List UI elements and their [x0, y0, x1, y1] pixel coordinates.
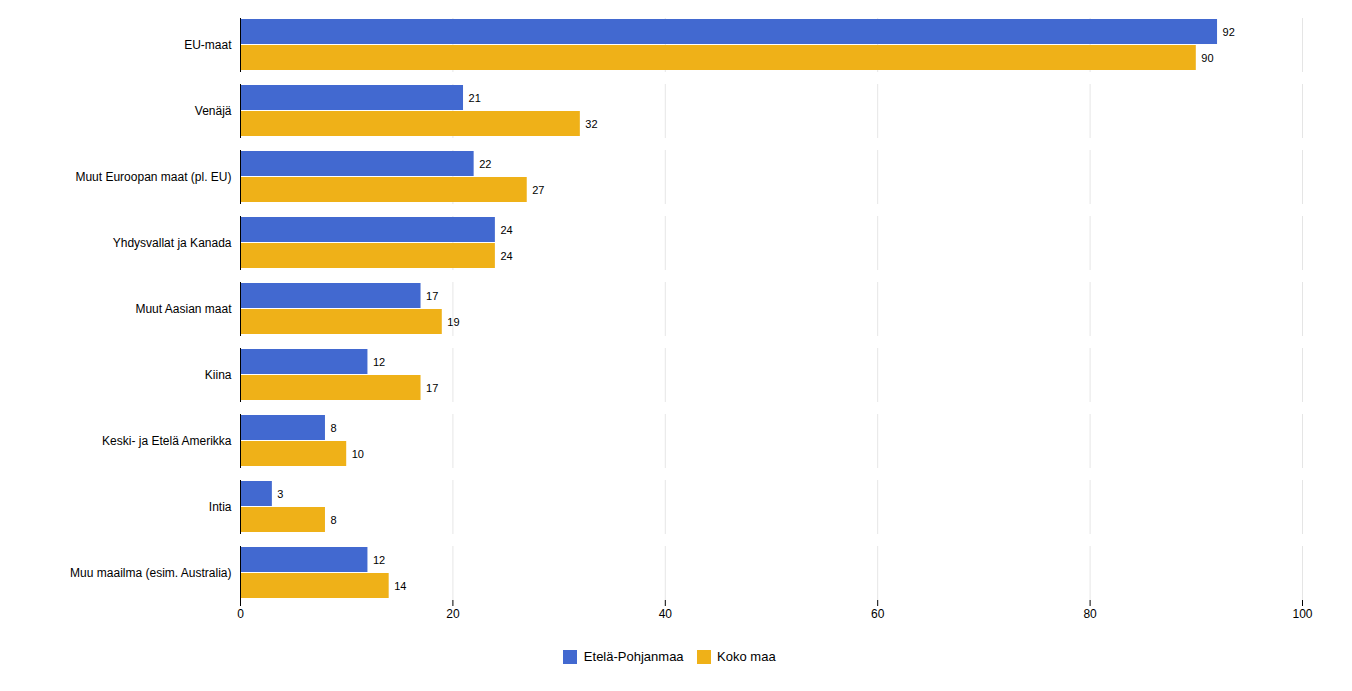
- svg-text:60: 60: [871, 607, 885, 621]
- svg-text:3: 3: [277, 488, 283, 500]
- svg-text:22: 22: [479, 158, 491, 170]
- svg-text:Muut Euroopan maat (pl. EU): Muut Euroopan maat (pl. EU): [75, 170, 231, 184]
- svg-text:12: 12: [373, 356, 385, 368]
- svg-text:Muu maailma (esim. Australia): Muu maailma (esim. Australia): [70, 566, 231, 580]
- svg-text:92: 92: [1223, 26, 1235, 38]
- svg-text:Yhdysvallat ja Kanada: Yhdysvallat ja Kanada: [113, 236, 232, 250]
- svg-text:10: 10: [352, 448, 364, 460]
- svg-text:17: 17: [426, 382, 438, 394]
- svg-text:20: 20: [446, 607, 460, 621]
- svg-text:Muut Aasian maat: Muut Aasian maat: [135, 302, 232, 316]
- svg-text:40: 40: [659, 607, 673, 621]
- svg-text:EU-maat: EU-maat: [184, 38, 232, 52]
- svg-text:100: 100: [1292, 607, 1312, 621]
- svg-text:Keski- ja Etelä Amerikka: Keski- ja Etelä Amerikka: [102, 434, 232, 448]
- svg-text:8: 8: [330, 422, 336, 434]
- svg-text:21: 21: [469, 92, 481, 104]
- html-text:Etelä-Pohjanmaa: Etelä-Pohjanmaa: [583, 649, 684, 664]
- svg-text:Venäjä: Venäjä: [195, 104, 232, 118]
- svg-text:24: 24: [500, 250, 512, 262]
- svg-text:90: 90: [1201, 52, 1213, 64]
- svg-text:80: 80: [1083, 607, 1097, 621]
- svg-text:12: 12: [373, 554, 385, 566]
- svg-text:19: 19: [447, 316, 459, 328]
- svg-text:14: 14: [394, 580, 406, 592]
- svg-text:17: 17: [426, 290, 438, 302]
- svg-text:0: 0: [237, 607, 244, 621]
- svg-text:32: 32: [585, 118, 597, 130]
- svg-text:24: 24: [500, 224, 512, 236]
- svg-text:27: 27: [532, 184, 544, 196]
- html-text:Koko maa: Koko maa: [717, 649, 776, 664]
- svg-text:8: 8: [330, 514, 336, 526]
- svg-text:Intia: Intia: [209, 500, 232, 514]
- svg-text:Kiina: Kiina: [205, 368, 232, 382]
